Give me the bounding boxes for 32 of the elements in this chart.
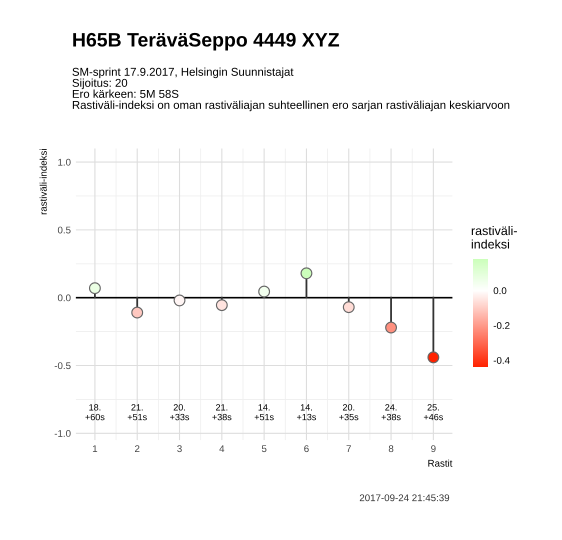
y-tick-label: 1.0 <box>58 158 71 166</box>
y-axis-title: rastiväli-indeksi <box>40 149 47 214</box>
color-bar-label: -0.4 <box>494 356 510 364</box>
color-bar-label: -0.2 <box>494 322 510 330</box>
y-tick-label: -0.5 <box>54 362 71 370</box>
color-bar-title: rastiväli- indeksi <box>472 226 517 249</box>
x-tick-label: 6 <box>304 445 309 452</box>
text: 2017-09-24 21:45:39 <box>360 494 450 502</box>
annotation: 18. +60s <box>85 404 104 420</box>
y-tick-label: 0.5 <box>58 226 71 234</box>
x-tick-label: 3 <box>177 445 182 452</box>
color-bar-label: 0.0 <box>494 287 506 294</box>
x-tick-label: 9 <box>431 445 436 452</box>
x-axis-title: Rastit <box>428 460 452 467</box>
y-tick-label: -1.0 <box>54 430 71 437</box>
annotation: 25. +46s <box>424 404 443 420</box>
x-tick-label: 5 <box>262 445 266 452</box>
chart-title: H65B TeräväSeppo 4449 XYZ <box>73 32 340 51</box>
y-tick-label: 0.0 <box>58 294 71 302</box>
x-tick-label: 8 <box>388 445 394 452</box>
x-tick-label: 1 <box>92 445 98 452</box>
annotation: 20. +33s <box>170 404 190 420</box>
x-tick-label: 7 <box>346 445 351 452</box>
x-tick-label: 4 <box>219 445 224 452</box>
annotation: 14. +13s <box>296 404 316 420</box>
annotation: 24. +38s <box>382 404 401 420</box>
chart-subtitle: SM-sprint 17.9.2017, Helsingin Suunnistajat Sijoitus: 20 Ero kärkeen: 5M 58S Rastiväli-indeksi on oman rastiväliajan suhteellinen ero sarjan rastiväliajan keskiarvoon <box>72 68 510 112</box>
annotation: 21. +51s <box>128 404 147 420</box>
annotation: 20. +35s <box>339 404 358 420</box>
annotation: 14. +51s <box>254 404 274 420</box>
x-tick-label: 2 <box>135 445 140 452</box>
annotation: 21. +38s <box>212 404 232 420</box>
